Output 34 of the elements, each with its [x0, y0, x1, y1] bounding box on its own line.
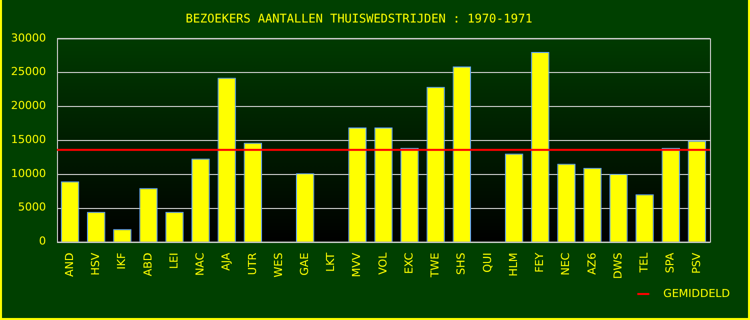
- x-tick-label: SHS: [454, 252, 468, 275]
- x-tick-label: GAE: [298, 252, 311, 276]
- x-tick-label: LEI: [167, 252, 180, 269]
- y-tick-label: 0: [38, 234, 46, 248]
- x-tick-label: LKT: [324, 252, 338, 272]
- x-tick-label: FEY: [533, 252, 546, 273]
- x-tick-label: AJA: [220, 252, 233, 271]
- x-tick-label: IKF: [115, 252, 128, 270]
- y-tick-label: 15000: [10, 132, 46, 146]
- y-tick-label: 5000: [18, 200, 46, 214]
- x-tick-label: ABD: [141, 252, 154, 276]
- x-tick-label: QUI: [480, 252, 494, 273]
- x-tick-label: NEC: [559, 252, 572, 276]
- x-tick-label: VOL: [376, 252, 390, 275]
- x-tick-label: DWS: [611, 252, 624, 280]
- x-tick-label: HLM: [506, 252, 520, 277]
- x-tick-label: AND: [62, 252, 76, 277]
- x-tick-label: WES: [272, 252, 285, 278]
- x-tick-label: NAC: [194, 252, 207, 276]
- x-tick-label: TWE: [428, 252, 442, 278]
- chart-title: BEZOEKERS AANTALLEN THUISWEDSTRIJDEN : 1970-1971: [186, 11, 532, 26]
- x-tick-label: HSV: [89, 252, 102, 276]
- x-tick-label: AZ6: [585, 252, 598, 275]
- x-tick-label: MVV: [350, 252, 364, 278]
- y-tick-label: 30000: [10, 31, 46, 44]
- x-tick-label: EXC: [402, 252, 416, 274]
- x-tick-label: SPA: [664, 252, 677, 274]
- x-tick-label: PSV: [690, 252, 703, 274]
- y-tick-label: 20000: [10, 99, 46, 112]
- legend-label: GEMIDDELD: [663, 286, 730, 300]
- y-tick-label: 25000: [10, 65, 46, 78]
- x-tick-label: UTR: [246, 252, 259, 276]
- y-tick-label: 10000: [10, 166, 46, 180]
- x-tick-label: TEL: [638, 252, 651, 274]
